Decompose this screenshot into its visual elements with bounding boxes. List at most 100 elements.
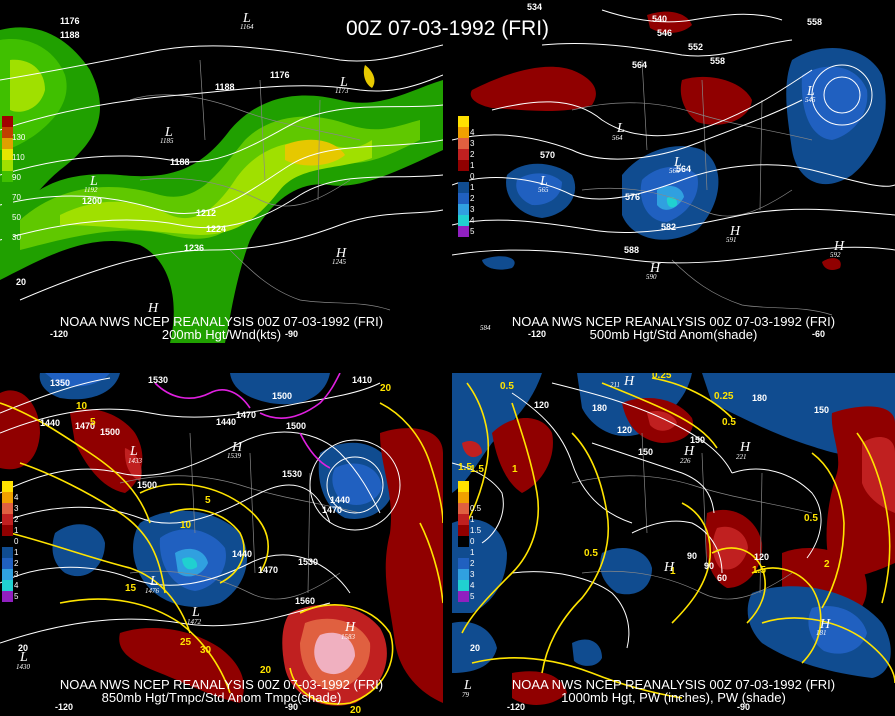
center-value: 1173 — [335, 87, 349, 95]
center-value: 1185 — [160, 137, 174, 145]
center-letter: L — [463, 678, 472, 693]
center-value: 1430 — [16, 663, 31, 671]
legend-label: 2 — [470, 194, 475, 203]
temp-labels: 10 5 15 10 5 20 25 30 20 20 — [76, 383, 392, 716]
contour-label: 534 — [527, 2, 542, 12]
legend-label: 30 — [12, 233, 21, 242]
legend-200mb-labels: 130 110 90 70 50 30 — [12, 128, 25, 248]
center-letter: H — [231, 440, 243, 455]
legend-1000mb-labels: 0.5 1 1.5 0 1 2 3 4 5 — [470, 503, 481, 602]
map-label: -90 — [737, 702, 750, 712]
legend-label: 1 — [14, 548, 19, 557]
pw-label: 0.25 — [652, 373, 672, 381]
center-letter: L — [806, 84, 815, 99]
center-letter: L — [616, 121, 625, 136]
map-label: -120 — [50, 329, 68, 339]
map-label: 20 — [16, 277, 26, 287]
temp-label: 20 — [260, 665, 272, 676]
pressure-centers: L 565 L 564 L 566 L 545 H 591 H 590 H 59… — [538, 84, 845, 281]
center-letter: L — [539, 174, 548, 189]
center-letter: L — [191, 605, 200, 620]
map-label: 584 — [480, 324, 491, 332]
map-label: -120 — [507, 702, 525, 712]
center-value: 1539 — [227, 452, 242, 460]
height-contours — [452, 9, 895, 264]
legend-label: 4 — [14, 581, 19, 590]
legend-label: 90 — [12, 173, 21, 182]
legend-label: 3 — [470, 139, 475, 148]
temp-label: 5 — [205, 495, 211, 506]
map-label: -60 — [812, 329, 825, 339]
center-letter: H — [683, 444, 695, 459]
center-value: 79 — [462, 691, 470, 699]
center-letter: L — [19, 650, 28, 665]
temp-label: 20 — [380, 383, 392, 394]
temp-label: 10 — [180, 520, 192, 531]
legend-label: 2 — [14, 559, 19, 568]
contour-label: 540 — [652, 14, 667, 24]
caption-line2: 500mb Hgt/Std Anom(shade) — [589, 327, 758, 342]
contour-label: 1500 — [137, 480, 157, 490]
legend-500mb-labels: 4 3 2 1 0 1 2 3 4 5 — [470, 127, 474, 237]
contour-label: 1470 — [75, 421, 95, 431]
contour-label: 1188 — [170, 157, 190, 167]
center-letter: L — [89, 174, 98, 189]
contour-labels: 1350 1440 1470 1500 1530 1500 1470 1440 … — [40, 375, 372, 606]
legend-label: 70 — [12, 193, 21, 202]
map-borders — [129, 59, 391, 311]
legend-label: 1 — [470, 183, 475, 192]
pw-label: 1 — [512, 464, 518, 475]
legend-label: 2 — [470, 150, 475, 159]
caption-line1: NOAA NWS NCEP REANALYSIS 00Z 07-03-1992 … — [59, 314, 384, 329]
contour-label: 90 — [687, 551, 697, 561]
legend-label: 130 — [12, 133, 26, 142]
center-value: 1433 — [128, 457, 143, 465]
contour-label: 588 — [624, 245, 639, 255]
pw-label: 1 — [670, 566, 676, 577]
caption-line2: 1000mb Hgt, PW (inches), PW (shade) — [561, 690, 786, 705]
temp-label: 25 — [180, 637, 192, 648]
pw-label: 2 — [824, 559, 830, 570]
contour-label: 1470 — [236, 410, 256, 420]
legend-label: 2 — [14, 515, 19, 524]
contour-label: 1470 — [322, 505, 342, 515]
caption-line1: NOAA NWS NCEP REANALYSIS 00Z 07-03-1992 … — [511, 314, 836, 329]
legend-label: 5 — [14, 592, 19, 601]
center-value: 1164 — [240, 23, 254, 31]
map-label: 20 — [470, 643, 480, 653]
pw-label: 0.5 — [722, 417, 736, 428]
pw-label: 1.5 — [458, 462, 472, 473]
legend-label: 0 — [470, 172, 475, 181]
pressure-centers: H 226 H 221 H 211 H L 79 H 181 — [462, 374, 831, 699]
panel-caption: NOAA NWS NCEP REANALYSIS 00Z 07-03-1992 … — [0, 678, 443, 704]
center-value: 545 — [805, 96, 816, 104]
center-letter: H — [833, 239, 845, 254]
contour-label: 1440 — [232, 549, 252, 559]
pressure-centers: L 1433 L 1476 L 1472 H 1539 H 1583 L 143… — [16, 440, 356, 671]
map-label: -120 — [528, 329, 546, 339]
center-letter: H — [819, 617, 831, 632]
center-value: 590 — [646, 273, 657, 281]
legend-label: 50 — [12, 213, 21, 222]
temp-label: 10 — [76, 401, 88, 412]
center-letter: H — [649, 261, 661, 276]
pw-label: 0.5 — [584, 548, 598, 559]
caption-line2: 850mb Hgt/Tmpc/Std Anom Tmpc(shade) — [101, 690, 342, 705]
anomaly-shading — [470, 11, 886, 270]
center-value: 221 — [736, 453, 747, 461]
contour-label: 552 — [688, 42, 703, 52]
contour-labels: 534 540 546 552 558 558 564 564 570 576 … — [527, 2, 822, 255]
pw-label: 1.5 — [470, 464, 484, 475]
contour-label: 564 — [676, 164, 691, 174]
center-letter: L — [149, 574, 158, 589]
legend-label: 3 — [470, 205, 475, 214]
contour-label: 1560 — [295, 596, 315, 606]
center-letter: L — [673, 155, 682, 170]
contour-label: 150 — [690, 435, 705, 445]
center-letter: H — [147, 301, 159, 316]
legend-label: 0.5 — [470, 504, 482, 513]
caption-line2: 200mb Hgt/Wnd(kts) — [161, 327, 282, 342]
legend-label: 5 — [470, 592, 475, 601]
contour-label: 1236 — [184, 243, 204, 253]
map-200mb: 1176 1188 1176 1188 1188 1200 1212 1224 … — [0, 11, 443, 343]
